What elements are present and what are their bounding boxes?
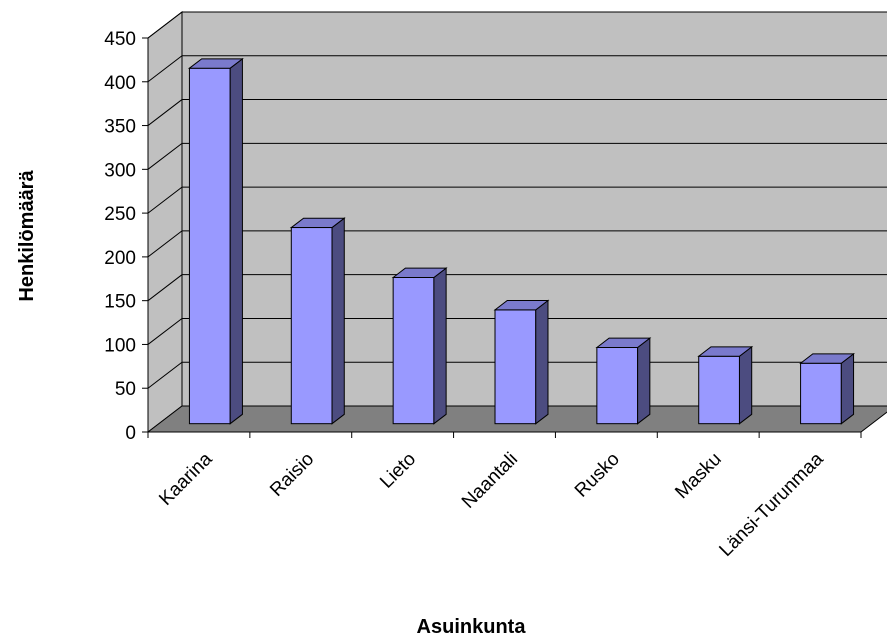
axes — [142, 37, 862, 438]
bar-front — [188, 67, 231, 425]
y-tick-label: 100 — [104, 335, 136, 356]
bar-side — [535, 299, 549, 425]
y-tick-label: 150 — [104, 292, 136, 313]
y-tick-labels: 0 50 100 150 200 250 300 350 400 450 — [104, 29, 136, 444]
y-tick-label: 400 — [104, 73, 136, 94]
bar — [187, 57, 244, 425]
bar-side — [229, 57, 243, 425]
y-tick-label: 300 — [104, 160, 136, 181]
bar — [799, 352, 856, 425]
x-tick-label: Masku — [671, 449, 725, 503]
bar-side — [738, 345, 753, 425]
gridline — [147, 99, 887, 126]
y-tick-label: 350 — [104, 117, 136, 138]
bars — [187, 57, 856, 425]
bar-top — [391, 267, 448, 278]
gridline — [147, 274, 887, 302]
bar — [595, 337, 652, 425]
gridlines — [147, 11, 887, 389]
gridline — [147, 317, 887, 345]
y-tick-label: 50 — [115, 379, 136, 400]
bar — [391, 267, 448, 425]
x-tick-label: Länsi-Turunmaa — [715, 448, 827, 560]
x-axis-title: Asuinkunta — [417, 616, 527, 638]
x-tick-labels: Kaarina Raisio Lieto Naantali Rusko MaskuLäns… — [155, 448, 828, 560]
bar-top — [595, 337, 652, 349]
x-tick-label: Kaarina — [155, 448, 216, 509]
bar-top — [493, 299, 550, 311]
y-axis-title: Henkilömäärä — [16, 170, 38, 302]
gridline — [147, 186, 887, 214]
bar-top — [697, 346, 754, 357]
y-tick-label: 250 — [104, 204, 136, 225]
gridline — [147, 230, 887, 258]
x-tick-label: Naantali — [458, 449, 522, 513]
x-tick-label: Lieto — [376, 449, 420, 493]
bar — [697, 345, 754, 425]
bar-front — [494, 309, 537, 425]
bar-side — [637, 337, 651, 425]
bar-top — [187, 58, 244, 69]
bar-front — [596, 347, 639, 425]
x-tick-label: Rusko — [571, 449, 624, 502]
y-tick-label: 0 — [125, 423, 136, 444]
bar-side — [331, 217, 345, 425]
bar-top — [289, 217, 346, 229]
side-wall — [147, 10, 183, 434]
gridline — [147, 11, 887, 39]
bar-top — [799, 353, 856, 364]
bar-front — [698, 355, 740, 425]
gridline — [147, 142, 887, 170]
bar-front — [290, 227, 333, 425]
bar-side — [840, 352, 855, 425]
bar — [493, 299, 550, 425]
y-tick-label: 200 — [104, 248, 136, 269]
y-tick-label: 450 — [104, 29, 136, 50]
gridline — [147, 55, 887, 83]
bar-front — [800, 362, 842, 425]
bar-front — [392, 276, 435, 425]
bar — [289, 217, 346, 425]
x-tick-label: Raisio — [266, 449, 318, 501]
bar-side — [433, 267, 447, 425]
gridline — [147, 361, 887, 389]
